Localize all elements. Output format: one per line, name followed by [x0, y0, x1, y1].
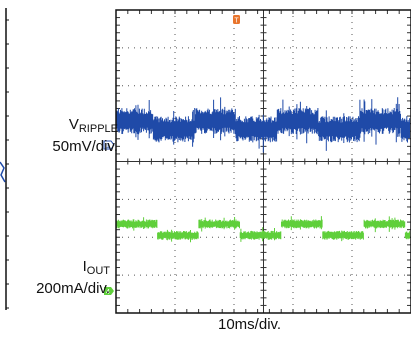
svg-text:4: 4 [106, 289, 110, 296]
trigger-marker: T [233, 15, 240, 25]
i-out-scale: 200mA/div. [36, 280, 110, 297]
time-per-div-label: 10ms/div. [218, 316, 282, 333]
plot-frame [115, 9, 411, 314]
i-out-label: IOUT 200mA/div. [36, 258, 110, 297]
trace-path [116, 216, 411, 243]
i-out-subscript: OUT [86, 265, 110, 277]
v-ripple-subscript: RIPPLE [78, 123, 118, 135]
channel-4-marker: 4 [104, 287, 114, 296]
left-trace-fragment [0, 161, 6, 183]
i-out-name: I [82, 258, 87, 275]
trace-path [116, 97, 411, 153]
left-panel-fragment [0, 8, 9, 310]
svg-text:1: 1 [106, 143, 110, 150]
svg-text:T: T [234, 18, 239, 25]
v-ripple-label: VRIPPLE 50mV/div. [52, 116, 118, 155]
channel-1-marker: 1 [103, 140, 115, 150]
traces [116, 97, 411, 243]
v-ripple-scale: 50mV/div. [52, 138, 118, 155]
v-ripple-name: V [68, 116, 79, 133]
trace-i-out [116, 216, 411, 243]
graticule [115, 9, 411, 314]
trace-v-ripple [116, 97, 411, 153]
